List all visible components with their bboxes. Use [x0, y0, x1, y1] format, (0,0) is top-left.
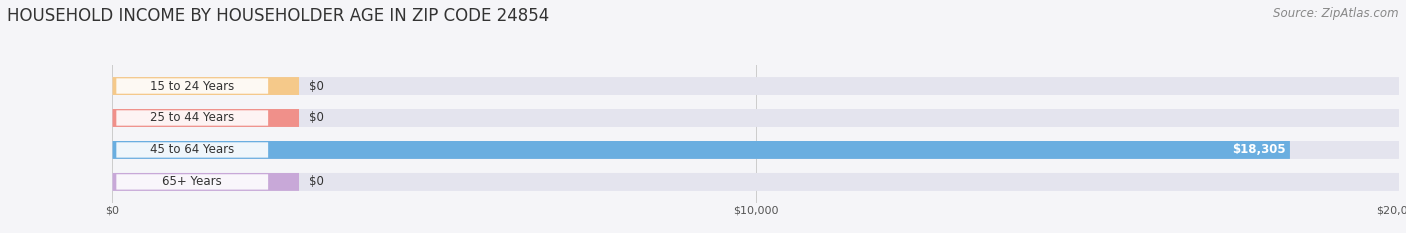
FancyBboxPatch shape	[117, 142, 269, 158]
Text: 15 to 24 Years: 15 to 24 Years	[150, 79, 235, 93]
FancyBboxPatch shape	[112, 77, 1399, 95]
Text: $0: $0	[309, 79, 325, 93]
Text: $0: $0	[309, 175, 325, 188]
FancyBboxPatch shape	[117, 174, 269, 190]
Text: Source: ZipAtlas.com: Source: ZipAtlas.com	[1274, 7, 1399, 20]
FancyBboxPatch shape	[117, 110, 269, 126]
Text: 65+ Years: 65+ Years	[162, 175, 222, 188]
FancyBboxPatch shape	[117, 78, 269, 94]
Text: 45 to 64 Years: 45 to 64 Years	[150, 144, 235, 157]
FancyBboxPatch shape	[112, 109, 1399, 127]
Text: $18,305: $18,305	[1233, 144, 1286, 157]
Text: HOUSEHOLD INCOME BY HOUSEHOLDER AGE IN ZIP CODE 24854: HOUSEHOLD INCOME BY HOUSEHOLDER AGE IN Z…	[7, 7, 550, 25]
FancyBboxPatch shape	[112, 173, 1399, 191]
FancyBboxPatch shape	[112, 77, 299, 95]
FancyBboxPatch shape	[112, 141, 1289, 159]
FancyBboxPatch shape	[112, 173, 299, 191]
FancyBboxPatch shape	[112, 141, 1399, 159]
Text: $0: $0	[309, 111, 325, 124]
FancyBboxPatch shape	[112, 109, 299, 127]
Text: 25 to 44 Years: 25 to 44 Years	[150, 111, 235, 124]
